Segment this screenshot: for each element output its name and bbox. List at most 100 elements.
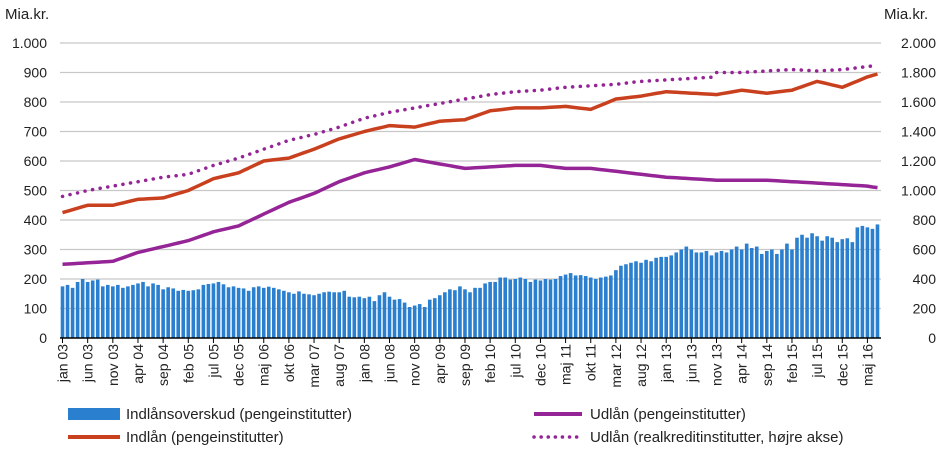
bar	[146, 286, 150, 338]
bar	[438, 295, 442, 338]
bar	[216, 281, 221, 338]
bar	[563, 274, 568, 338]
bar	[196, 289, 201, 338]
bar	[272, 287, 276, 338]
bar	[729, 249, 734, 338]
bar	[815, 236, 819, 338]
bar	[171, 288, 175, 338]
bar	[302, 293, 306, 338]
bar	[749, 248, 754, 338]
bar	[377, 295, 382, 338]
bar	[870, 228, 875, 338]
bar	[463, 289, 467, 338]
bar	[568, 273, 573, 338]
bar	[151, 283, 155, 338]
bar	[407, 307, 412, 338]
bar	[840, 239, 845, 338]
left-tick-label: 400	[24, 212, 48, 228]
gridlines	[60, 42, 881, 310]
bar	[266, 286, 271, 338]
bar	[855, 227, 860, 338]
bar	[161, 289, 165, 338]
bar	[719, 250, 724, 338]
bar	[478, 287, 482, 338]
bar	[402, 302, 407, 338]
bar	[644, 259, 648, 338]
bar	[186, 290, 191, 338]
bar	[488, 281, 492, 338]
bar	[287, 292, 291, 338]
x-axis: jan 03 jun 03 nov 03 apr 04 sep 04 feb 05 jul …	[55, 338, 875, 388]
right-tick-label: 1.000	[901, 183, 936, 199]
bar	[357, 296, 362, 338]
bar	[105, 284, 110, 338]
bar	[347, 296, 352, 338]
right-tick-label: 800	[913, 212, 937, 228]
legend-label-udlaan: Udlån (pengeinstitutter)	[590, 406, 746, 423]
bar	[498, 277, 502, 338]
bar	[458, 286, 462, 338]
bar	[181, 289, 186, 338]
bar	[604, 276, 608, 338]
bar	[332, 292, 336, 338]
bar	[312, 295, 316, 338]
bar	[231, 286, 236, 338]
bar	[75, 281, 80, 338]
bar	[704, 250, 709, 338]
left-tick-label: 200	[24, 271, 48, 287]
bar	[483, 283, 487, 338]
x-tick-label: jun 08	[382, 344, 398, 383]
legend-label-indlaansoverskud: Indlånsoverskud (pengeinstitutter)	[126, 406, 352, 423]
right-tick-label: 1.400	[901, 124, 936, 140]
x-tick-label: nov 08	[407, 344, 423, 386]
bar	[558, 276, 563, 338]
bar	[141, 281, 145, 338]
bar	[865, 227, 870, 338]
bar	[619, 265, 623, 338]
bar	[131, 284, 135, 338]
bar	[126, 286, 130, 338]
bar	[805, 237, 809, 338]
bar	[699, 252, 704, 338]
bar	[739, 249, 744, 338]
bar	[518, 277, 523, 338]
bar	[372, 301, 377, 338]
right-y-axis: 0 200 400 600 800 1.000 1.200 1.400 1.600 1.800 2.…	[901, 35, 936, 346]
bar	[317, 293, 321, 338]
bar	[860, 225, 865, 338]
bar	[598, 277, 603, 338]
bar	[246, 290, 251, 338]
x-tick-label: nov 13	[709, 344, 725, 386]
bar	[201, 284, 206, 338]
bar	[523, 279, 528, 338]
x-tick-label: jun 13	[683, 344, 699, 383]
bar	[770, 249, 774, 338]
bar	[754, 246, 759, 338]
bar	[292, 293, 296, 338]
left-tick-label: 0	[39, 330, 47, 346]
bar	[136, 283, 140, 338]
bar	[327, 291, 331, 338]
bar	[508, 279, 513, 338]
x-tick-label: dec 10	[532, 344, 548, 386]
x-tick-label: sep 14	[759, 344, 775, 386]
bar	[734, 246, 739, 338]
bar	[548, 279, 553, 338]
left-tick-label: 100	[24, 301, 48, 317]
bar	[689, 249, 694, 338]
bar	[810, 233, 814, 338]
line-series	[60, 63, 880, 267]
left-tick-label: 600	[24, 153, 48, 169]
bar	[528, 281, 533, 338]
bar	[639, 262, 643, 338]
legend: Indlånsoverskud (pengeinstitutter) Udlån…	[68, 406, 843, 446]
bar	[573, 275, 578, 338]
bar	[694, 252, 699, 338]
x-tick-label: aug 07	[331, 344, 347, 387]
bar	[835, 242, 840, 338]
x-tick-label: apr 09	[432, 344, 448, 384]
bar	[830, 237, 835, 338]
bar	[342, 290, 347, 338]
bar	[664, 256, 668, 338]
